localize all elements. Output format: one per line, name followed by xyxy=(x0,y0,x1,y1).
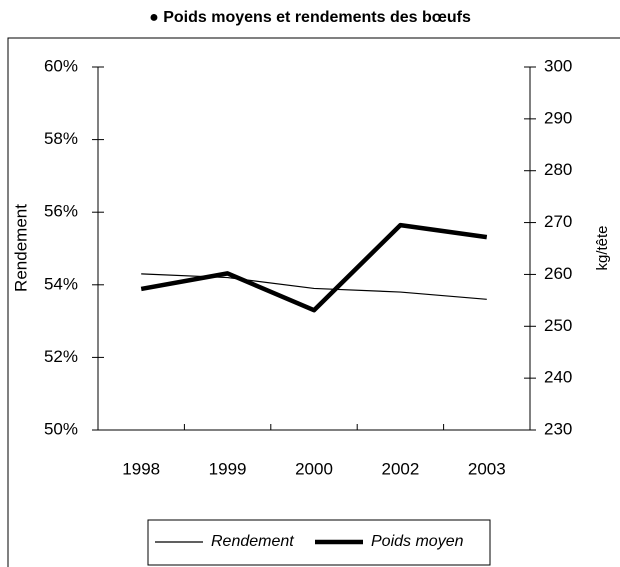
y2-tick-label: 280 xyxy=(544,160,572,179)
chart-border xyxy=(7,37,620,567)
x-tick-label: 2002 xyxy=(381,459,419,478)
x-tick-label: 2000 xyxy=(295,459,333,478)
legend-label: Rendement xyxy=(211,533,294,550)
y2-tick-label: 270 xyxy=(544,212,572,231)
x-tick-label: 1999 xyxy=(209,459,247,478)
y-tick-label: 58% xyxy=(44,129,78,148)
legend-label: Poids moyen xyxy=(371,533,464,550)
y2-tick-label: 240 xyxy=(544,368,572,387)
y2-tick-label: 260 xyxy=(544,264,572,283)
y2-tick-label: 250 xyxy=(544,316,572,335)
x-tick-label: 2003 xyxy=(468,459,506,478)
y-axis-label: Rendement xyxy=(11,204,30,292)
series-line xyxy=(140,222,488,313)
y-tick-label: 52% xyxy=(44,347,78,366)
y2-tick-label: 300 xyxy=(544,56,572,75)
y-tick-label: 60% xyxy=(44,56,78,75)
chart-title: ● Poids moyens et rendements des bœufs xyxy=(149,9,471,26)
y-tick-label: 56% xyxy=(44,202,78,221)
y2-axis-label: kg/tête xyxy=(594,225,611,270)
y2-tick-label: 290 xyxy=(544,108,572,127)
y-tick-label: 50% xyxy=(44,419,78,438)
x-tick-label: 1998 xyxy=(122,459,160,478)
y2-tick-label: 230 xyxy=(544,419,572,438)
y-tick-label: 54% xyxy=(44,274,78,293)
